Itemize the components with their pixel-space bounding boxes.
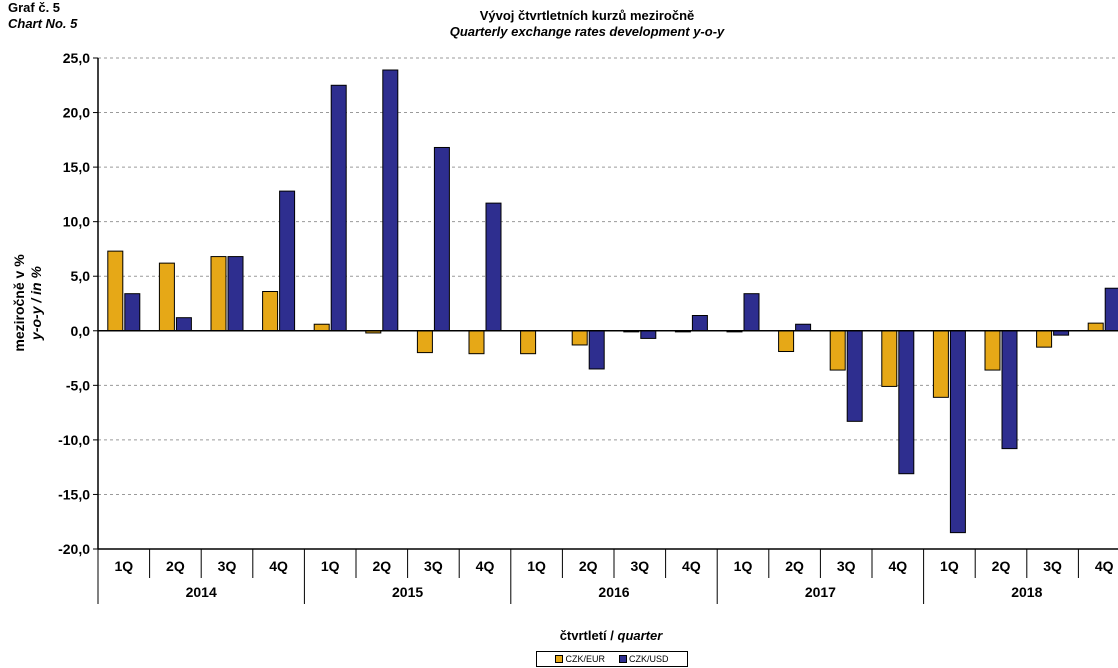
x-tick-label: 2Q	[372, 558, 391, 574]
y-tick-label: 0,0	[71, 323, 91, 339]
chart-title: Vývoj čtvrtletních kurzů meziročně	[479, 8, 695, 23]
bar-usd	[382, 69, 399, 332]
legend-swatch-usd	[619, 655, 627, 663]
bar-usd	[1104, 287, 1118, 332]
y-tick-label: -5,0	[66, 377, 90, 393]
bar-eur	[158, 262, 175, 332]
bar-usd	[949, 330, 966, 534]
bar-eur	[107, 250, 124, 332]
bar-eur	[881, 330, 898, 387]
axis-labels: -20,0 -15,0 -10,0 -5,0 0,0 5,0 10,0 15,0 20,0 25,…	[11, 50, 1114, 600]
x-tick-label: 4Q	[476, 558, 495, 574]
bar-eur	[210, 256, 227, 332]
y-tick-label: -15,0	[58, 486, 90, 502]
x-tick-label: 3Q	[837, 558, 856, 574]
x-tick-label: 4Q	[888, 558, 907, 574]
x-tick-label: 2Q	[785, 558, 804, 574]
bar-usd	[124, 293, 141, 332]
y-tick-label: -10,0	[58, 432, 90, 448]
group-label: 2015	[392, 584, 423, 600]
y-tick-label: -20,0	[58, 541, 90, 557]
bar-eur	[468, 330, 485, 355]
bar-usd	[433, 146, 450, 332]
bar-eur	[1036, 330, 1053, 348]
x-tick-label: 4Q	[1095, 558, 1114, 574]
legend-label-usd: CZK/USD	[629, 654, 669, 664]
y-axis-title-cz: meziročně v %	[11, 254, 27, 352]
x-tick-label: 1Q	[734, 558, 753, 574]
group-label: 2017	[805, 584, 836, 600]
chart-label-cz: Graf č. 5	[8, 0, 61, 15]
bar-usd	[691, 315, 708, 332]
x-axis-title-en: quarter	[617, 628, 663, 643]
legend-item-eur: CZK/EUR	[555, 652, 605, 666]
x-tick-label: 4Q	[682, 558, 701, 574]
legend-label-eur: CZK/EUR	[565, 654, 605, 664]
legend-swatch-eur	[555, 655, 564, 663]
bar-eur	[1087, 322, 1104, 332]
bar-usd	[1001, 330, 1018, 450]
group-label: 2016	[598, 584, 629, 600]
bar-eur	[520, 330, 537, 355]
bar-usd	[227, 256, 244, 332]
y-axis-title-en: y-o-y / in %	[28, 266, 44, 341]
legend-item-usd: CZK/USD	[619, 652, 669, 666]
bar-eur	[313, 323, 330, 332]
x-tick-label: 1Q	[940, 558, 959, 574]
bar-eur	[984, 330, 1001, 371]
x-tick-label: 1Q	[321, 558, 340, 574]
bar-eur	[416, 330, 433, 354]
bar-usd	[743, 293, 760, 332]
y-tick-label: 25,0	[63, 50, 90, 66]
chart-subtitle: Quarterly exchange rates development y-o…	[449, 24, 725, 39]
bar-usd	[898, 330, 915, 475]
bar-usd	[640, 330, 657, 339]
bar-usd	[279, 190, 296, 332]
bar-usd	[588, 330, 605, 370]
bar-eur	[262, 290, 279, 332]
x-tick-label: 1Q	[527, 558, 546, 574]
x-tick-label: 2Q	[579, 558, 598, 574]
x-tick-label: 3Q	[218, 558, 237, 574]
y-tick-label: 15,0	[63, 159, 90, 175]
bar-usd	[330, 84, 347, 332]
x-axis-title: čtvrtletí / quarter	[536, 628, 686, 643]
group-label: 2014	[186, 584, 217, 600]
y-tick-label: 10,0	[63, 214, 90, 230]
bar-eur	[932, 330, 949, 398]
legend: CZK/EUR CZK/USD	[536, 651, 688, 667]
chart-label-en: Chart No. 5	[8, 16, 78, 31]
x-tick-label: 1Q	[114, 558, 133, 574]
group-label: 2018	[1011, 584, 1042, 600]
y-tick-label: 20,0	[63, 105, 90, 121]
x-tick-label: 3Q	[1043, 558, 1062, 574]
bar-usd	[485, 202, 502, 332]
bar-eur	[571, 330, 588, 346]
x-tick-label: 2Q	[992, 558, 1011, 574]
bars	[107, 69, 1118, 534]
y-tick-label: 5,0	[71, 268, 91, 284]
axes	[93, 57, 1118, 604]
bar-usd	[846, 330, 863, 422]
bar-eur	[829, 330, 846, 371]
x-tick-label: 3Q	[630, 558, 649, 574]
bar-usd	[175, 317, 192, 332]
x-axis-title-cz: čtvrtletí /	[559, 628, 618, 643]
bar-eur	[778, 330, 795, 353]
bar-usd	[795, 323, 812, 332]
x-tick-label: 2Q	[166, 558, 185, 574]
x-tick-label: 3Q	[424, 558, 443, 574]
x-tick-label: 4Q	[269, 558, 288, 574]
